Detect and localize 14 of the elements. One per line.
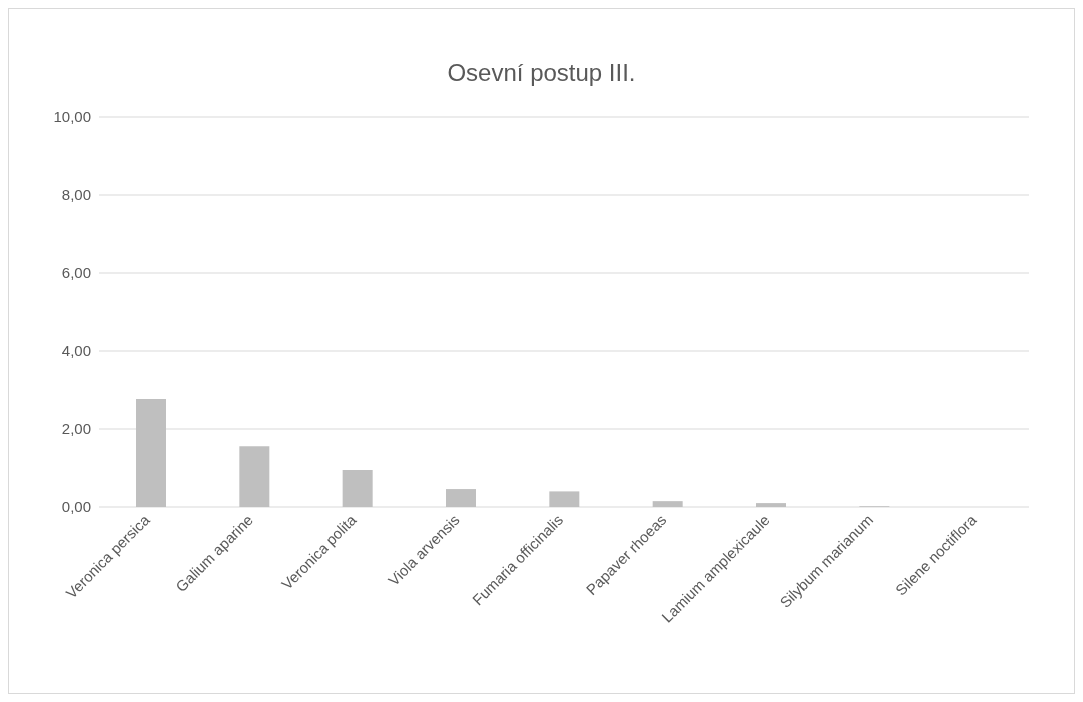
chart-title: Osevní postup III. [446,58,637,87]
y-tick-label: 4,00 [61,342,91,360]
bar [652,501,683,507]
y-tick-label: 0,00 [61,498,91,516]
bar [239,446,270,507]
bar [756,503,786,507]
y-tick-label: 2,00 [61,420,91,438]
bar [446,489,476,507]
bar [342,469,373,507]
y-tick-label: 8,00 [61,186,91,204]
bar [549,491,580,507]
bar [136,398,166,507]
y-tick-label: 10,00 [53,108,91,126]
y-tick-label: 6,00 [61,264,91,282]
